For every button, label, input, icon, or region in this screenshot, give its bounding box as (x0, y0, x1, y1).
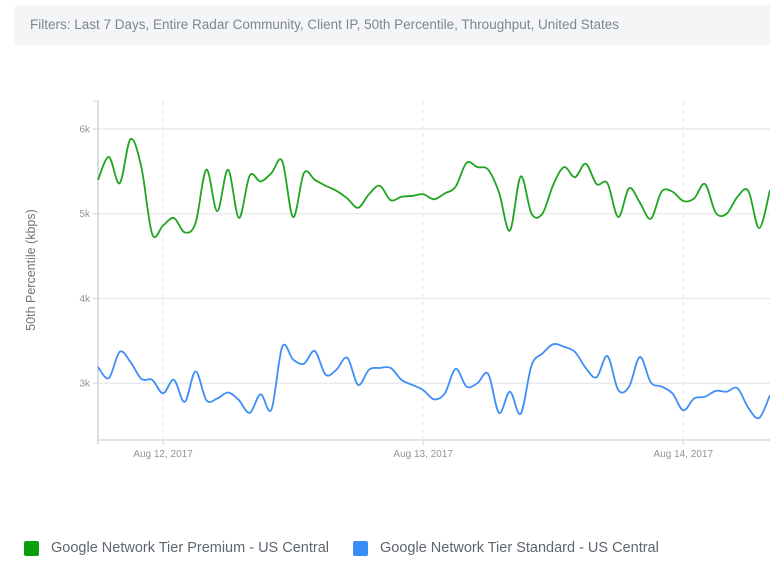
x-tick-label: Aug 14, 2017 (654, 449, 714, 460)
x-tick-label: Aug 13, 2017 (393, 449, 453, 460)
legend-label: Google Network Tier Premium - US Central (51, 540, 329, 556)
y-tick-label: 5k (79, 209, 91, 220)
grid (98, 101, 770, 440)
legend-swatch-premium (24, 540, 39, 556)
y-tick-label: 3k (79, 379, 91, 390)
filters-text: Filters: Last 7 Days, Entire Radar Commu… (30, 17, 620, 32)
filters-bar: Filters: Last 7 Days, Entire Radar Commu… (14, 5, 770, 45)
legend-item-premium[interactable]: Google Network Tier Premium - US Central (24, 540, 329, 556)
y-tick-label: 4k (79, 294, 91, 305)
series-line-standard (97, 343, 770, 420)
y-axis-label: 50th Percentile (kbps) (24, 209, 38, 331)
legend-label: Google Network Tier Standard - US Centra… (380, 540, 659, 556)
legend-item-standard[interactable]: Google Network Tier Standard - US Centra… (353, 540, 659, 556)
y-tick-label: 6k (79, 124, 91, 135)
legend-swatch-standard (353, 540, 368, 556)
axes: 3k 4k 5k 6k Aug 12, 2017 Aug 13, 2017 Aug 14, … (79, 100, 770, 460)
series-line-premium (97, 138, 770, 239)
x-tick-label: Aug 12, 2017 (133, 449, 193, 460)
legend: Google Network Tier Premium - US Central… (24, 540, 683, 556)
series-lines (97, 138, 770, 420)
